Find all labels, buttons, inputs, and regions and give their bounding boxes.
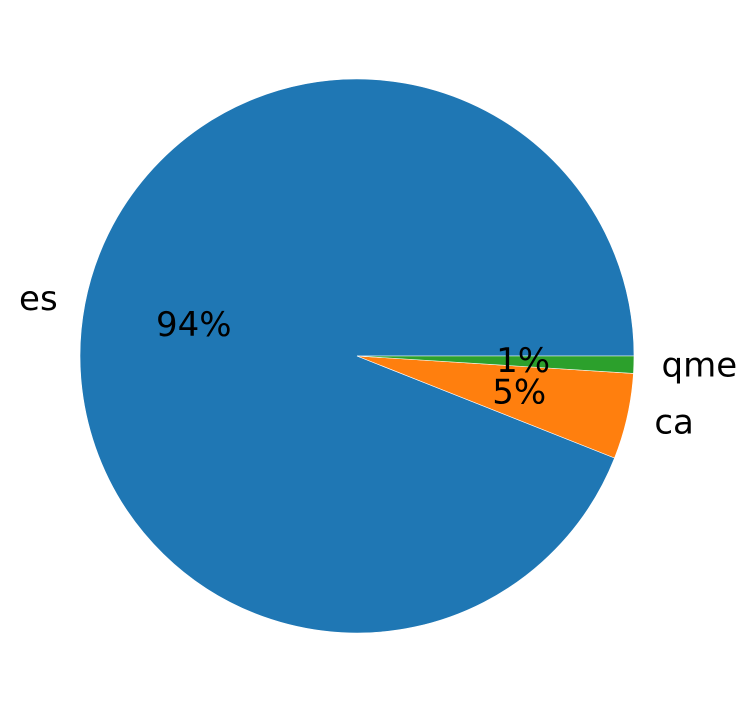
pie-slice-qme [356,355,635,374]
labels-layer: es 94% ca 5% qme 1% [19,279,737,443]
slice-pct-ca: 5% [492,372,546,412]
slice-label-qme: qme [662,346,738,386]
slice-label-ca: ca [654,402,694,442]
slice-pct-qme: 1% [496,341,550,381]
slices-layer [79,78,635,634]
slice-label-es: es [19,279,58,319]
slice-pct-es: 94% [156,305,232,345]
